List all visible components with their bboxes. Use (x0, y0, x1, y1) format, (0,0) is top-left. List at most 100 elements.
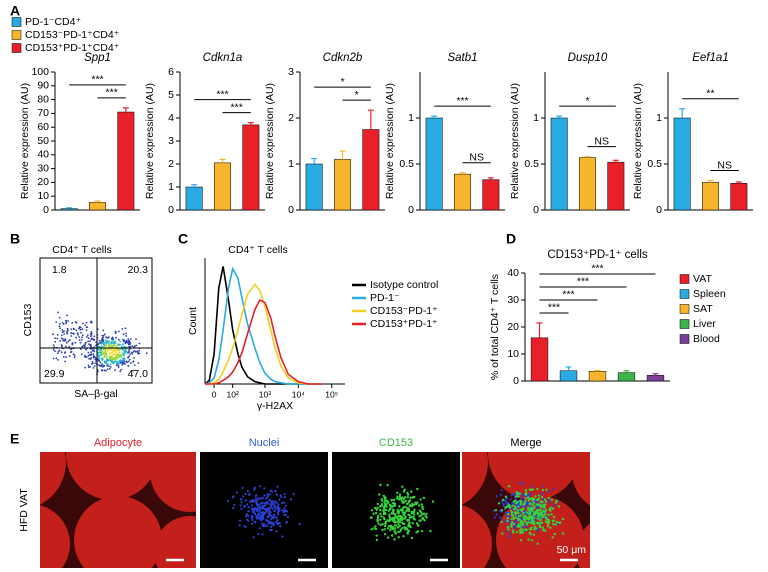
event-dot (90, 331, 93, 333)
nucleus-dot (250, 504, 253, 507)
cd153-dot (401, 510, 404, 514)
cd153-dot (406, 493, 410, 496)
cd153-dot (524, 497, 527, 500)
y-tick-label: 0 (168, 204, 174, 216)
event-dot (56, 337, 59, 340)
nucleus-dot (547, 499, 550, 502)
nucleus-dot (263, 507, 266, 511)
legend-swatch (679, 334, 690, 344)
event-dot (117, 366, 120, 368)
event-dot (113, 350, 116, 353)
y-tick-label: 2 (288, 112, 294, 124)
event-dot (58, 325, 61, 328)
legend-label: PD-1⁻ (370, 292, 400, 304)
cd153-dot (390, 511, 394, 515)
cd153-dot (520, 500, 523, 503)
significance-label: NS (469, 152, 484, 164)
event-dot (62, 355, 65, 358)
y-tick-label: 0 (533, 204, 539, 216)
event-dot (65, 321, 68, 323)
nucleus-dot (251, 518, 254, 521)
cd153-dot (393, 538, 396, 541)
cd153-dot (374, 525, 377, 528)
nucleus-dot (226, 500, 230, 503)
event-dot (108, 365, 110, 368)
event-dot (127, 351, 130, 354)
significance-label: *** (106, 87, 118, 99)
cd153-dot (519, 508, 522, 511)
cd153-dot (404, 496, 407, 499)
event-dot (66, 327, 69, 330)
nucleus-dot (258, 503, 261, 507)
cd153-dot (510, 517, 513, 520)
event-dot (124, 352, 126, 354)
y-tick-label: 10 (37, 190, 49, 202)
y-tick-label: 3 (288, 66, 294, 78)
cd153-dot (386, 484, 389, 487)
nucleus-dot (238, 524, 241, 527)
cd153-dot (403, 511, 406, 515)
cd153-dot (411, 505, 414, 508)
cd153-dot (389, 529, 392, 532)
event-dot (127, 360, 130, 363)
panel-label: B (10, 231, 20, 247)
nucleus-dot (256, 504, 259, 507)
event-dot (123, 349, 126, 352)
nucleus-dot (249, 500, 252, 504)
nucleus-dot (278, 498, 281, 501)
cd153-dot (396, 491, 399, 494)
cd153-dot (502, 498, 505, 502)
event-dot (109, 360, 112, 362)
cd153-dot (383, 501, 386, 504)
cd153-dot (522, 511, 525, 515)
event-dot (104, 348, 106, 351)
cd153-dot (517, 519, 520, 522)
legend-label: Isotype control (370, 279, 438, 291)
event-dot (71, 342, 74, 345)
nucleus-dot (269, 503, 272, 506)
cd153-dot (406, 496, 409, 499)
nucleus-dot (256, 499, 259, 502)
cd153-dot (410, 536, 413, 540)
cd153-dot (398, 498, 401, 501)
y-tick-label: 0 (656, 204, 662, 216)
nucleus-dot (298, 522, 301, 526)
cd153-dot (406, 502, 409, 506)
event-dot (108, 348, 111, 351)
event-dot (108, 353, 111, 355)
cd153-dot (543, 506, 546, 510)
micrograph-background (332, 452, 460, 568)
bar (588, 371, 607, 382)
micrograph (200, 452, 328, 568)
cd153-dot (533, 516, 536, 519)
event-dot (101, 357, 104, 360)
nucleus-dot (259, 516, 262, 520)
nucleus-dot (500, 488, 503, 492)
significance-label: *** (456, 95, 468, 107)
cd153-dot (515, 511, 518, 514)
nucleus-dot (513, 527, 517, 530)
cd153-dot (370, 509, 374, 512)
bar (646, 375, 665, 382)
event-dot (67, 320, 69, 322)
cd153-dot (547, 496, 551, 500)
cd153-dot (381, 523, 384, 526)
y-tick-label: 40 (37, 149, 49, 161)
nucleus-dot (261, 522, 264, 525)
event-dot (90, 354, 92, 356)
nucleus-dot (272, 524, 275, 527)
cd153-dot (403, 514, 406, 517)
event-dot (105, 369, 107, 372)
cd153-dot (511, 520, 514, 524)
event-dot (114, 356, 117, 359)
nucleus-dot (246, 518, 249, 521)
cd153-dot (407, 518, 411, 522)
event-dot (87, 354, 90, 357)
adipocyte (576, 523, 590, 568)
event-dot (97, 343, 100, 346)
y-tick-label: 90 (37, 80, 49, 92)
cd153-dot (540, 495, 544, 499)
event-dot (89, 365, 91, 368)
event-dot (145, 352, 148, 355)
event-dot (85, 348, 87, 351)
